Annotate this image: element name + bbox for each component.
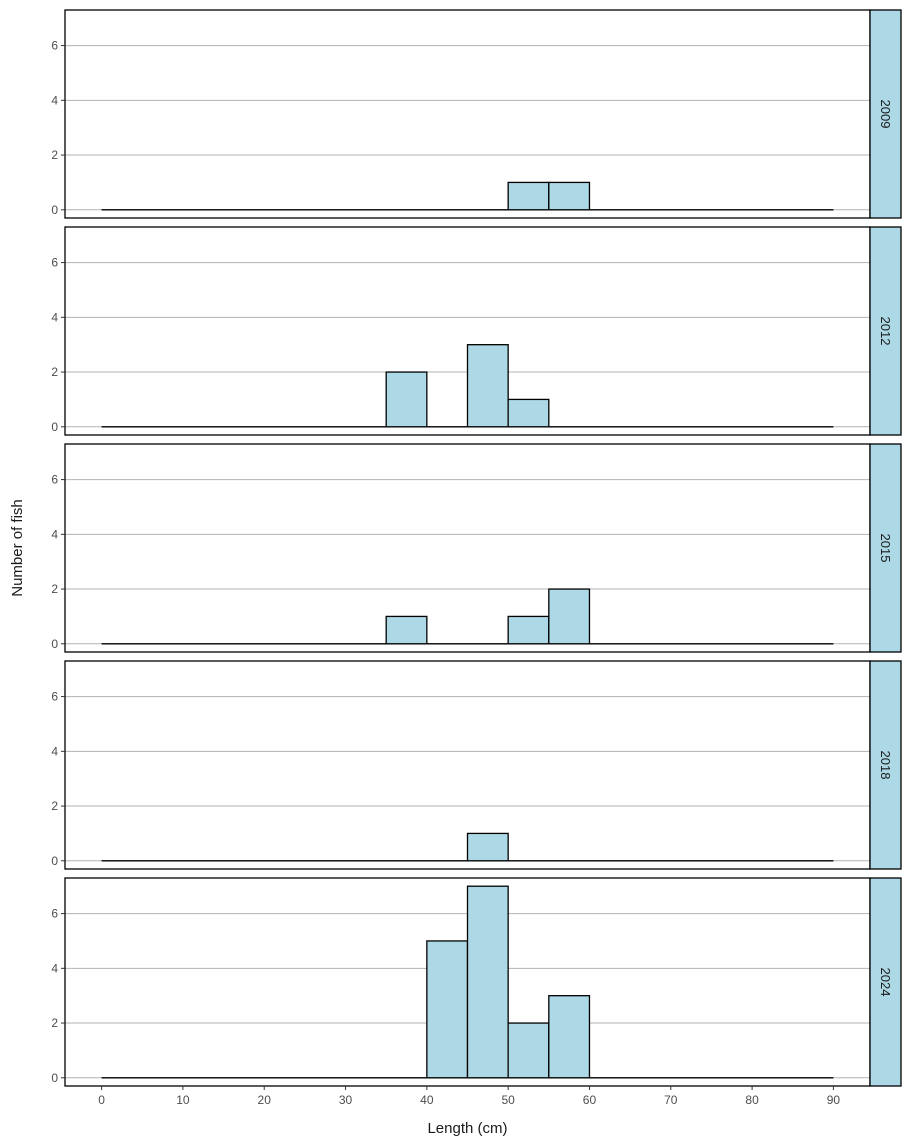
facet-strip xyxy=(869,660,902,870)
bar-2009-55 xyxy=(548,181,591,211)
y-tick-label: 2 xyxy=(51,365,58,379)
y-axis-title: Number of fish xyxy=(9,499,26,597)
facet-strip-label: 2015 xyxy=(878,534,893,563)
x-axis: 0 10 20 30 40 50 60 70 80 90 xyxy=(98,1086,840,1107)
x-tick-label: 90 xyxy=(827,1093,841,1107)
facet-panel-2024: 0 2 4 6 2024 xyxy=(51,877,902,1087)
y-tick-label: 2 xyxy=(51,1016,58,1030)
facet-panel-2009: 0 2 4 6 2009 xyxy=(51,9,902,219)
x-axis-title: Length (cm) xyxy=(427,1120,507,1137)
facet-strip xyxy=(869,9,902,219)
x-tick-label: 0 xyxy=(98,1093,105,1107)
x-tick-label: 10 xyxy=(176,1093,190,1107)
bar-2024-45 xyxy=(466,885,509,1079)
bar-2024-50 xyxy=(507,1022,550,1079)
y-tick-label: 0 xyxy=(51,420,58,434)
bar-2024-55 xyxy=(548,995,591,1079)
y-tick-label: 4 xyxy=(51,310,58,324)
y-tick-label: 2 xyxy=(51,148,58,162)
y-tick-label: 6 xyxy=(51,39,58,53)
y-tick-label: 0 xyxy=(51,637,58,651)
facet-strip xyxy=(869,877,902,1087)
facet-panel-2015: 0 2 4 6 2015 xyxy=(51,443,902,653)
panel-border xyxy=(64,9,871,219)
y-tick-label: 0 xyxy=(51,203,58,217)
y-tick-label: 0 xyxy=(51,1071,58,1085)
facet-strip-label: 2024 xyxy=(878,968,893,997)
facet-strip xyxy=(869,443,902,653)
bar-2012-45 xyxy=(466,344,509,428)
x-tick-label: 50 xyxy=(501,1093,515,1107)
facet-panel-2012: 0 2 4 6 2012 xyxy=(51,226,902,436)
facet-strip xyxy=(869,226,902,436)
y-tick-label: 4 xyxy=(51,93,58,107)
facet-panel-2018: 0 2 4 6 2018 xyxy=(51,660,902,870)
y-tick-label: 4 xyxy=(51,527,58,541)
y-tick-label: 6 xyxy=(51,256,58,270)
bar-2012-35 xyxy=(385,371,428,428)
y-tick-label: 2 xyxy=(51,582,58,596)
bar-2015-35 xyxy=(385,615,428,645)
x-tick-label: 80 xyxy=(745,1093,759,1107)
bar-2018-45 xyxy=(466,832,509,862)
y-tick-label: 6 xyxy=(51,473,58,487)
panel-border xyxy=(64,443,871,653)
x-tick-label: 20 xyxy=(258,1093,272,1107)
y-tick-label: 2 xyxy=(51,799,58,813)
facet-strip-label: 2018 xyxy=(878,751,893,780)
y-tick-label: 6 xyxy=(51,690,58,704)
x-tick-label: 40 xyxy=(420,1093,434,1107)
bar-2015-50 xyxy=(507,615,550,645)
x-tick-label: 70 xyxy=(664,1093,678,1107)
y-tick-label: 4 xyxy=(51,744,58,758)
y-tick-label: 4 xyxy=(51,961,58,975)
bar-2024-40 xyxy=(426,940,469,1079)
bar-2012-50 xyxy=(507,398,550,428)
bar-2009-50 xyxy=(507,181,550,211)
y-tick-label: 0 xyxy=(51,854,58,868)
facet-strip-label: 2009 xyxy=(878,100,893,129)
facet-strip-label: 2012 xyxy=(878,317,893,346)
facet-panels: 0 2 4 6 2009 0 2 4 6 2012 0 2 4 6 2015 0 2 4 6 2018 0 2 4 6 2024 xyxy=(51,9,902,1087)
x-tick-label: 30 xyxy=(339,1093,353,1107)
y-tick-label: 6 xyxy=(51,907,58,921)
x-tick-label: 60 xyxy=(583,1093,597,1107)
bar-2015-55 xyxy=(548,588,591,645)
